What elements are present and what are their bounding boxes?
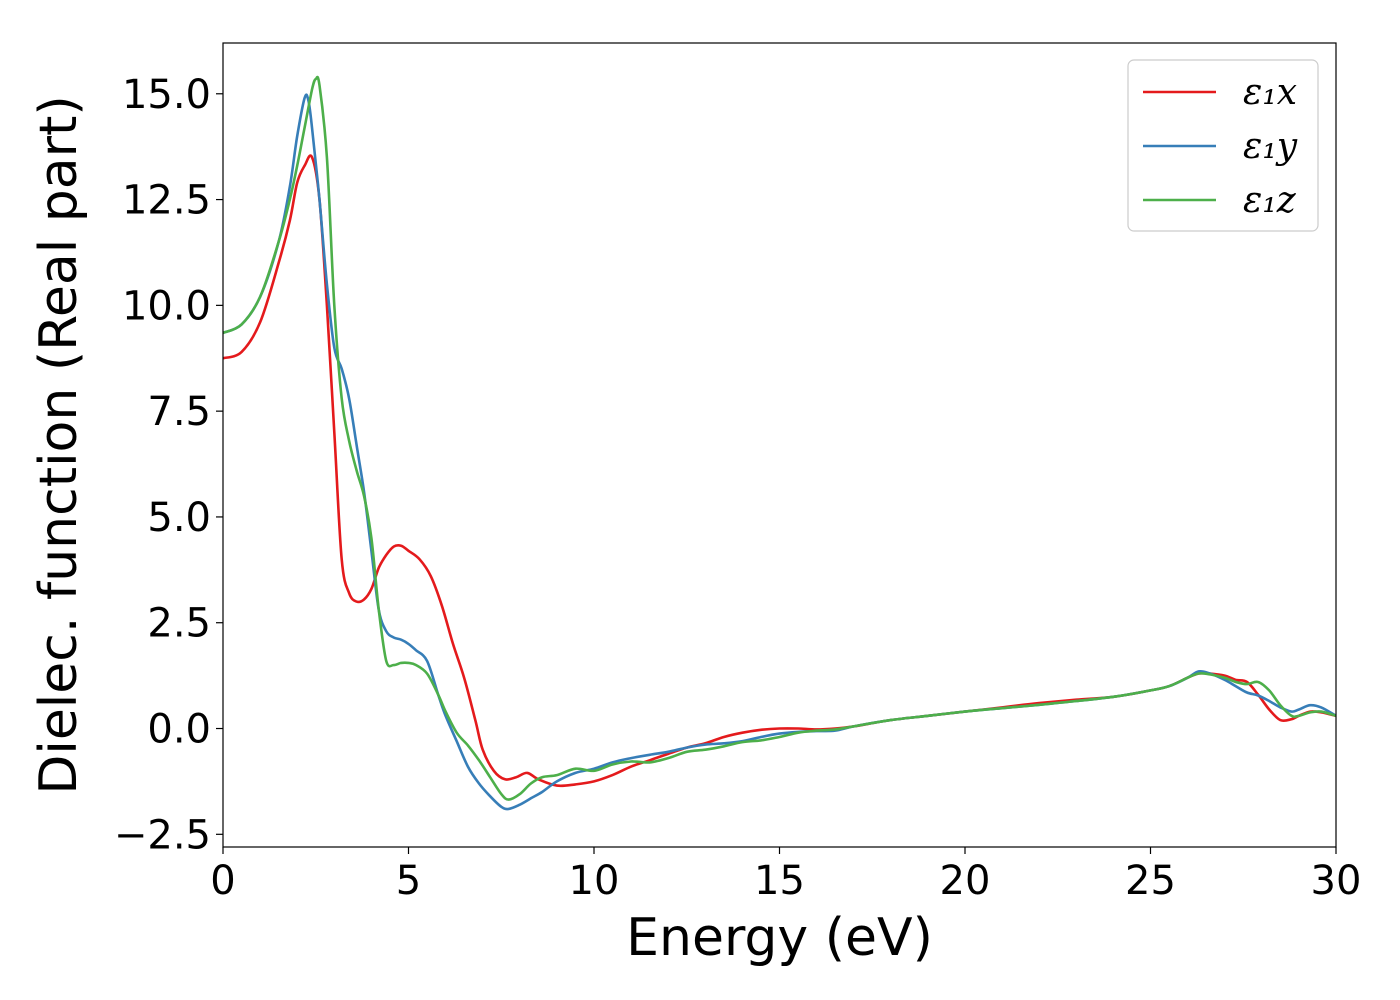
y-tick-label: 7.5 — [147, 389, 211, 435]
x-axis-title: Energy (eV) — [626, 908, 933, 968]
x-tick-label: 25 — [1125, 858, 1176, 904]
x-tick-label: 15 — [754, 858, 805, 904]
y-tick-label: 10.0 — [122, 283, 211, 329]
x-tick-label: 5 — [396, 858, 421, 904]
y-axis-title: Dielec. function (Real part) — [29, 95, 89, 794]
legend-label: ε₁y — [1243, 126, 1298, 167]
x-axis: 0 5 10 15 20 25 30 — [210, 847, 1361, 904]
legend: ε₁x ε₁y ε₁z — [1127, 59, 1319, 232]
y-tick-label: 2.5 — [147, 601, 211, 647]
plot-area — [223, 75, 1336, 811]
y-tick-label: 15.0 — [122, 72, 211, 118]
legend-box — [1127, 59, 1319, 232]
y-axis: −2.5 0.0 2.5 5.0 7.5 10.0 12.5 15.0 — [114, 72, 223, 858]
legend-label: ε₁z — [1243, 180, 1297, 221]
series-line-1 — [223, 93, 1336, 811]
y-tick-label: 12.5 — [122, 178, 211, 224]
legend-label: ε₁x — [1243, 72, 1297, 113]
series-line-2 — [223, 75, 1336, 801]
x-tick-label: 20 — [940, 858, 991, 904]
x-tick-label: 30 — [1311, 858, 1362, 904]
y-tick-label: −2.5 — [114, 812, 211, 858]
x-tick-label: 10 — [569, 858, 620, 904]
y-tick-label: 5.0 — [147, 495, 211, 541]
y-tick-label: 0.0 — [147, 707, 211, 753]
x-tick-label: 0 — [210, 858, 235, 904]
